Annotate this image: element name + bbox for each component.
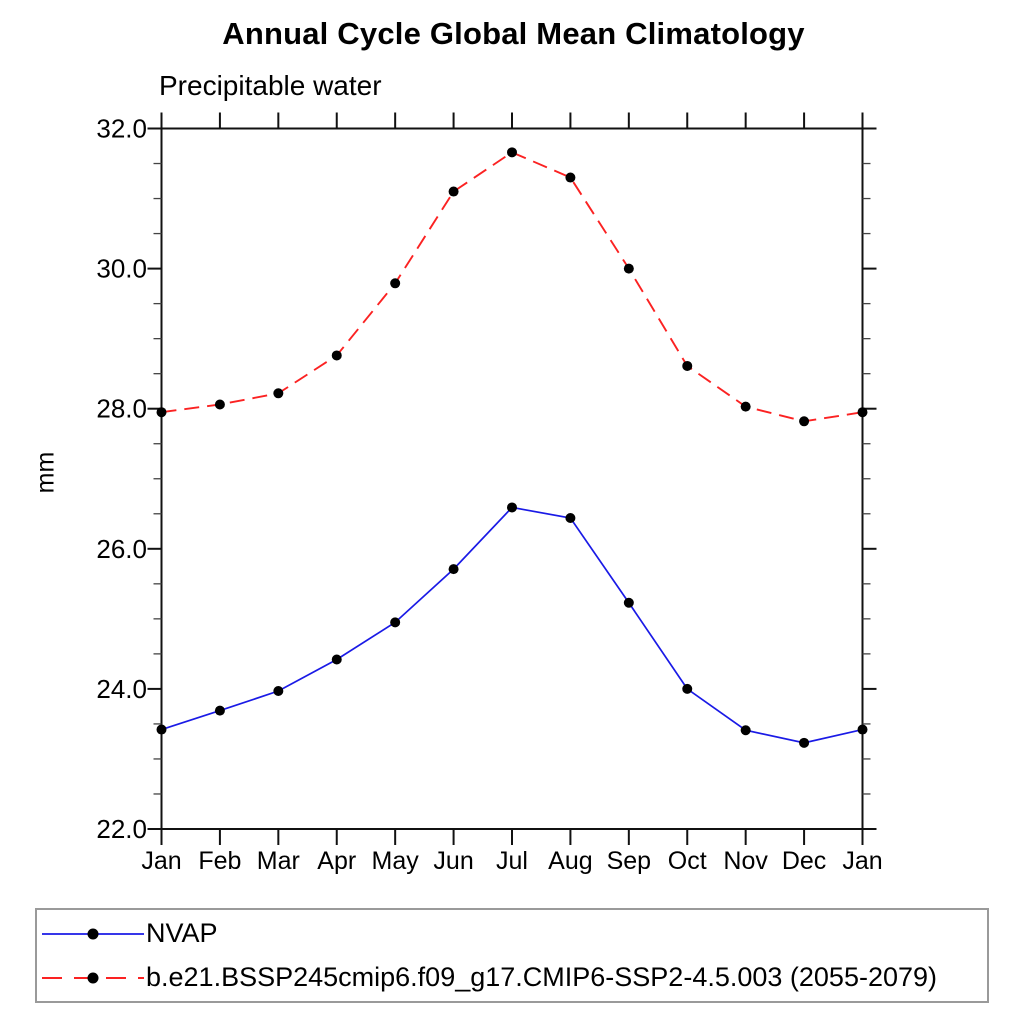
x-tick-label: Sep <box>607 847 651 875</box>
data-point-marker <box>682 360 693 371</box>
data-point-marker <box>390 617 401 628</box>
legend-sample-marker <box>87 928 99 939</box>
series-line-1 <box>161 151 863 423</box>
data-point-marker <box>156 407 167 418</box>
y-tick-label: 24.0 <box>96 674 147 704</box>
x-tick-label: Dec <box>782 847 826 875</box>
data-point-marker <box>565 512 576 523</box>
data-point-marker <box>273 686 284 697</box>
data-point-marker <box>448 564 459 575</box>
legend-item-model: b.e21.BSSP245cmip6.f09_g17.CMIP6-SSP2-4.… <box>37 957 987 999</box>
data-point-marker <box>682 683 693 694</box>
x-tick-label: Apr <box>317 847 356 875</box>
legend-line-sample-model <box>42 972 144 983</box>
x-tick-label: Mar <box>257 847 300 875</box>
data-point-marker <box>390 278 401 289</box>
plot-frame <box>160 127 864 830</box>
data-point-marker <box>156 724 167 735</box>
data-point-marker <box>448 186 459 197</box>
x-tick-labels: Jan Feb Mar Apr May Jun Jul Aug Sep Oct Nov Dec Jan <box>141 847 882 875</box>
series-markers-0 <box>156 502 868 748</box>
chart-subtitle: Precipitable water <box>159 70 382 101</box>
data-point-marker <box>623 263 634 274</box>
chart-title: Annual Cycle Global Mean Climatology <box>222 16 805 51</box>
data-point-marker <box>740 725 751 736</box>
data-point-marker <box>331 654 342 665</box>
data-point-marker <box>273 388 284 399</box>
y-tick-label: 28.0 <box>96 394 147 424</box>
data-point-marker <box>799 416 810 427</box>
data-point-marker <box>214 399 225 410</box>
data-point-marker <box>565 172 576 183</box>
data-point-marker <box>740 401 751 412</box>
data-point-marker <box>214 705 225 716</box>
y-tick-label: 32.0 <box>96 114 147 144</box>
legend-line-sample-nvap <box>42 928 144 939</box>
data-point-marker <box>331 350 342 361</box>
x-axis-ticks <box>160 112 864 845</box>
x-tick-label: Aug <box>548 847 592 875</box>
legend-label-nvap: NVAP <box>146 918 218 948</box>
series-line-0 <box>161 506 863 744</box>
data-point-marker <box>507 502 517 513</box>
x-tick-label: Jul <box>496 847 528 875</box>
x-tick-label: Jan <box>141 847 181 875</box>
y-axis-ticks <box>147 127 877 830</box>
x-tick-label: Oct <box>668 847 707 875</box>
x-tick-label: Feb <box>198 847 241 875</box>
x-tick-label: May <box>372 847 420 875</box>
legend-sample-marker <box>87 972 99 983</box>
y-tick-label: 26.0 <box>96 534 147 564</box>
legend-label-model: b.e21.BSSP245cmip6.f09_g17.CMIP6-SSP2-4.… <box>146 962 938 992</box>
data-point-marker <box>507 147 517 158</box>
x-tick-label: Jan <box>842 847 882 875</box>
y-tick-label: 30.0 <box>96 254 147 284</box>
legend-item-nvap: NVAP <box>37 913 987 955</box>
y-tick-label: 22.0 <box>96 814 147 844</box>
legend-box: NVAP b.e21.BSSP245cmip6.f09_g17.CMIP6-SS… <box>35 908 989 1003</box>
data-point-marker <box>799 737 810 748</box>
y-tick-labels: 22.0 24.0 26.0 28.0 30.0 32.0 <box>96 114 147 845</box>
data-point-marker <box>857 407 868 418</box>
data-point-marker <box>857 724 868 735</box>
x-tick-label: Nov <box>723 847 768 875</box>
series-markers-1 <box>156 147 868 427</box>
x-tick-label: Jun <box>433 847 473 875</box>
data-point-marker <box>623 597 634 608</box>
